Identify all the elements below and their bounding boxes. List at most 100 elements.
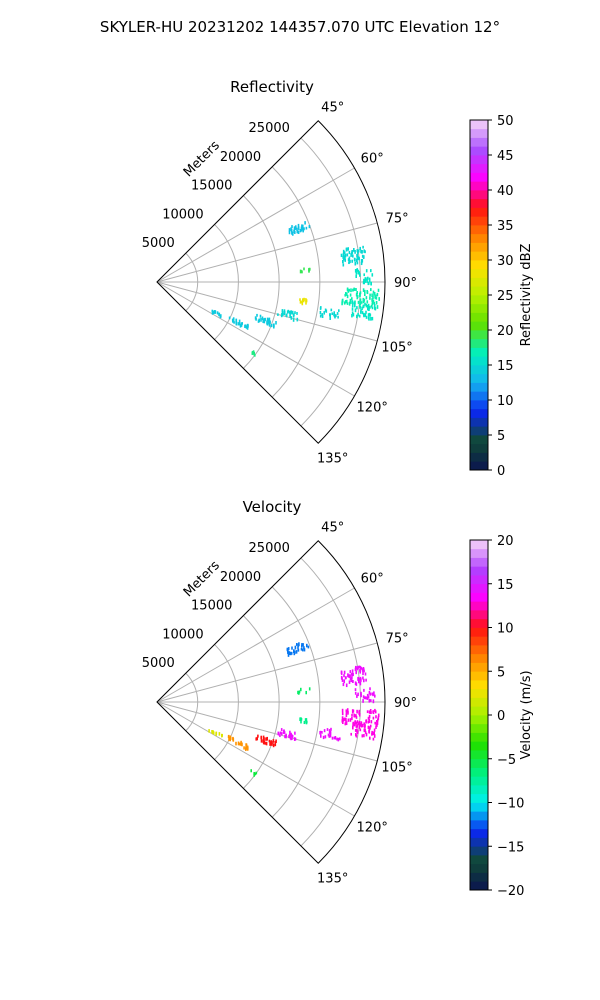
data-point — [361, 734, 364, 738]
colorbar-tick-label: 45 — [497, 149, 514, 164]
data-point — [368, 691, 371, 695]
data-point — [367, 720, 370, 724]
colorbar-segment — [470, 172, 488, 182]
data-point — [245, 744, 248, 748]
colorbar-segment — [470, 820, 488, 830]
colorbar-segment — [470, 268, 488, 278]
data-point — [355, 258, 358, 263]
data-point — [293, 652, 296, 656]
colorbar-segment — [470, 190, 488, 200]
data-point — [361, 311, 364, 315]
colorbar-segment — [470, 592, 488, 602]
data-point — [219, 314, 222, 318]
colorbar-label: Reflectivity dBZ — [519, 244, 534, 347]
data-point — [297, 648, 300, 652]
data-point — [359, 670, 361, 674]
data-point — [303, 267, 305, 271]
data-point — [352, 680, 354, 683]
data-point — [291, 735, 294, 738]
data-point — [302, 229, 304, 233]
data-point — [290, 651, 293, 655]
data-point — [281, 310, 284, 314]
data-point — [295, 650, 298, 654]
data-point — [297, 646, 299, 650]
data-point — [331, 312, 333, 316]
colorbar-segment — [470, 680, 488, 690]
colorbar-segment — [470, 435, 488, 445]
data-point — [367, 725, 370, 729]
data-point — [359, 681, 362, 686]
data-point — [369, 724, 372, 728]
colorbar-segment — [470, 128, 488, 138]
data-point — [256, 313, 258, 317]
colorbar-segment — [470, 146, 488, 156]
colorbar-segment — [470, 137, 488, 147]
angle-tick-label: 60° — [361, 152, 384, 167]
data-point — [290, 316, 293, 320]
angle-tick-label: 135° — [317, 452, 348, 467]
data-point — [373, 731, 375, 736]
data-point — [340, 670, 343, 675]
data-point — [291, 225, 293, 229]
data-point — [356, 314, 358, 319]
azimuth-spoke — [156, 642, 378, 703]
data-point — [371, 316, 374, 321]
data-point — [365, 696, 367, 700]
data-point — [277, 313, 279, 316]
colorbar-tick-label: −15 — [497, 840, 524, 855]
data-point — [269, 742, 271, 746]
data-point — [356, 295, 359, 298]
data-point — [357, 269, 360, 274]
data-point — [363, 678, 365, 683]
data-point — [372, 716, 375, 720]
data-point — [232, 317, 235, 321]
data-point — [292, 318, 295, 322]
data-point — [371, 306, 374, 310]
data-point — [351, 713, 353, 717]
data-point — [336, 312, 339, 315]
data-point — [343, 670, 346, 675]
data-point — [319, 310, 322, 315]
data-point — [233, 321, 235, 324]
data-point — [377, 713, 380, 718]
data-point — [348, 261, 350, 265]
data-point — [366, 710, 369, 714]
data-point — [363, 280, 365, 285]
colorbar-segment — [470, 863, 488, 873]
data-point — [356, 694, 358, 698]
data-point — [334, 314, 336, 319]
data-point — [290, 310, 292, 314]
data-point — [356, 254, 358, 258]
data-point — [240, 742, 242, 746]
data-point — [353, 714, 356, 718]
colorbar-segment — [470, 391, 488, 401]
data-point — [281, 732, 283, 736]
data-point — [296, 312, 298, 315]
data-point — [360, 249, 362, 254]
data-point — [299, 300, 302, 304]
data-point — [367, 716, 370, 720]
data-point — [288, 734, 291, 738]
data-point — [266, 317, 269, 321]
data-point — [360, 693, 362, 698]
data-point — [359, 298, 362, 302]
data-point — [289, 730, 291, 735]
colorbar-segment — [470, 758, 488, 768]
data-point — [238, 322, 241, 326]
data-point — [247, 324, 249, 328]
data-point — [339, 737, 341, 741]
colorbar-segment — [470, 251, 488, 261]
data-point — [307, 645, 310, 649]
data-point — [345, 683, 348, 688]
data-point — [333, 736, 336, 740]
data-point — [354, 258, 356, 262]
data-point — [374, 694, 376, 698]
data-point — [294, 226, 297, 230]
data-point — [373, 301, 376, 305]
reflectivity-title: Reflectivity — [230, 78, 314, 96]
data-point — [355, 271, 358, 275]
colorbar-segment — [470, 207, 488, 217]
data-point — [288, 230, 291, 235]
data-point — [262, 735, 265, 739]
data-point — [301, 226, 304, 229]
